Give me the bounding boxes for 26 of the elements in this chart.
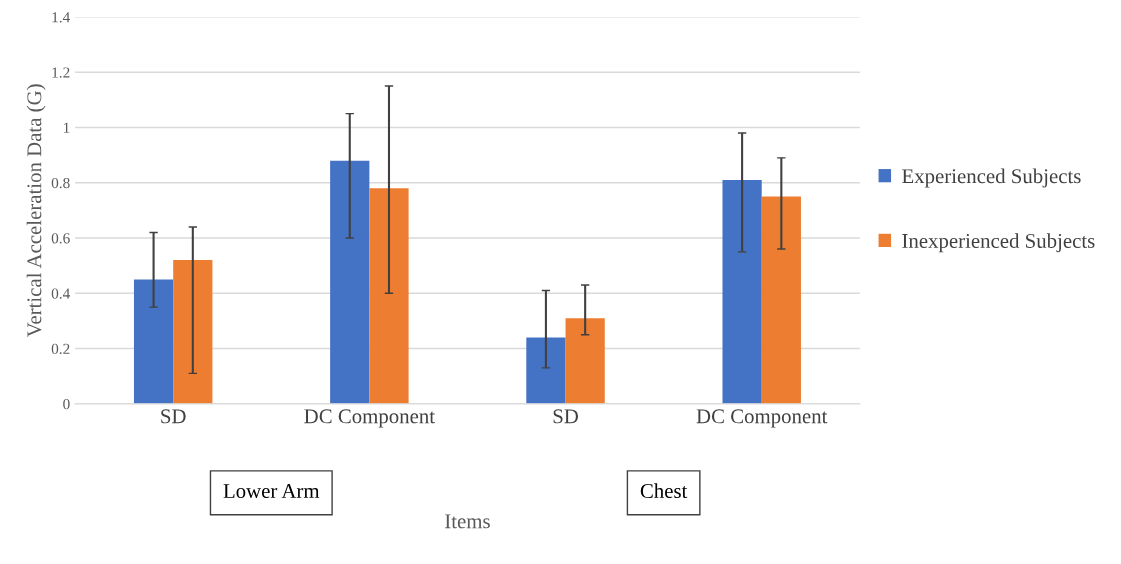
legend-label: Inexperienced Subjects — [902, 233, 1095, 253]
x-axis-title: Items — [445, 514, 490, 529]
y-tick-label: 1.2 — [52, 67, 70, 78]
x-tick-label: DC Component — [696, 409, 828, 428]
bar — [565, 318, 605, 404]
bar — [133, 279, 174, 404]
y-tick-label: 0 — [63, 398, 70, 410]
y-tick-label: 0.4 — [51, 288, 71, 299]
y-tick-label: 0.8 — [51, 177, 70, 189]
bar — [330, 160, 370, 404]
y-tick-label: 1 — [63, 122, 70, 133]
text: Chest — [640, 483, 688, 499]
bar — [722, 179, 762, 404]
bar — [761, 196, 801, 404]
y-tick-label: 1.4 — [52, 12, 71, 23]
x-tick-label: SD — [161, 409, 186, 424]
legend-label: Experienced Subjects — [902, 168, 1081, 188]
bar — [173, 260, 213, 404]
x-tick-label: DC Component — [304, 409, 435, 428]
y-tick-label: 0.2 — [51, 343, 70, 355]
x-tick-label: SD — [553, 409, 579, 424]
y-tick-label: 0.6 — [51, 233, 70, 244]
bar — [369, 188, 409, 404]
text: Lower Arm — [223, 484, 320, 499]
y-axis-title: Vertical Acceleration Data (G) — [26, 84, 46, 338]
bar — [526, 337, 566, 404]
